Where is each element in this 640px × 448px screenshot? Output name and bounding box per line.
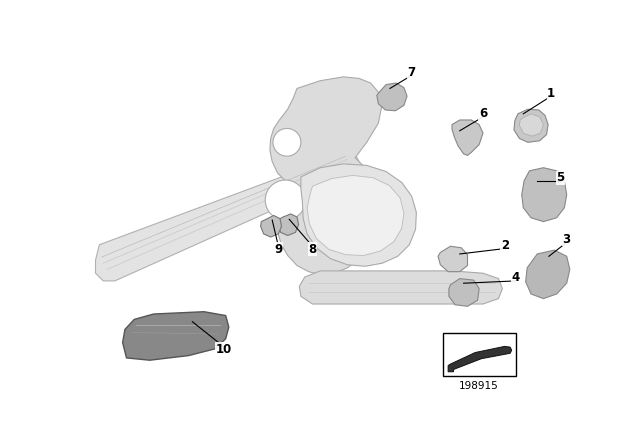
Polygon shape — [448, 346, 511, 372]
Text: 6: 6 — [479, 108, 487, 121]
Circle shape — [273, 129, 301, 156]
Polygon shape — [301, 164, 417, 266]
Polygon shape — [95, 154, 359, 281]
Polygon shape — [307, 176, 404, 255]
Polygon shape — [260, 215, 282, 237]
Polygon shape — [300, 271, 502, 304]
Text: 198915: 198915 — [460, 381, 499, 392]
Polygon shape — [525, 250, 570, 299]
Circle shape — [265, 180, 305, 220]
Text: 2: 2 — [500, 239, 509, 252]
Text: 7: 7 — [408, 66, 416, 79]
Bar — [443, 333, 516, 375]
Polygon shape — [438, 246, 467, 271]
Text: 9: 9 — [275, 243, 282, 256]
Text: 10: 10 — [215, 343, 232, 356]
Polygon shape — [452, 120, 483, 155]
Text: 5: 5 — [556, 171, 564, 184]
Text: 4: 4 — [511, 271, 520, 284]
Polygon shape — [123, 312, 229, 360]
Polygon shape — [278, 214, 298, 236]
Text: 3: 3 — [563, 233, 571, 246]
Polygon shape — [520, 114, 543, 136]
Polygon shape — [377, 83, 407, 111]
Text: 1: 1 — [547, 86, 556, 99]
Text: 8: 8 — [308, 243, 317, 256]
Polygon shape — [270, 77, 382, 275]
Polygon shape — [514, 109, 548, 142]
Polygon shape — [449, 279, 479, 306]
Polygon shape — [522, 168, 566, 222]
